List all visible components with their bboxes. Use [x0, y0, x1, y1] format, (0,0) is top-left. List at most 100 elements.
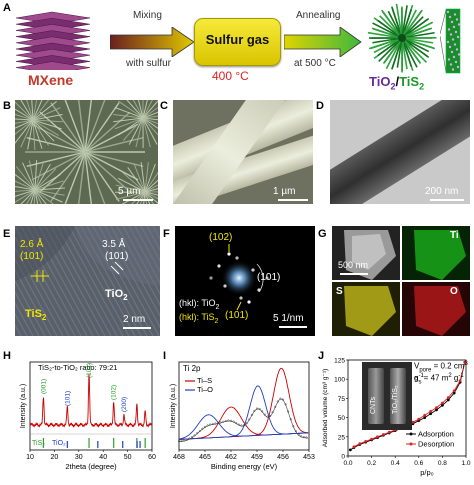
- scalebar-text-c: 1 µm: [273, 186, 296, 197]
- panel-label-j: J: [318, 350, 325, 362]
- bet-x-tick-label: 1.0: [461, 460, 470, 467]
- tio2-d-spacing: 3.5 Å: [102, 239, 126, 250]
- xrd-ref-label-tis2: TiS₂: [32, 440, 45, 447]
- xrd-peak-label: (200): [121, 397, 128, 412]
- xps-data-point: [297, 433, 300, 436]
- bet-x-tick-label: 0.6: [414, 460, 423, 467]
- bet-legend-label-desorption: Desorption: [418, 440, 454, 449]
- xrd-x-tick-label: 30: [75, 454, 83, 461]
- saed-spot: [209, 276, 213, 280]
- bet-point-desorption: [411, 420, 415, 424]
- panel-label-d: D: [316, 100, 324, 112]
- bet-y-axis-label: Adsorbed volume (cm³ g⁻¹): [322, 369, 329, 448]
- panel-label-e: E: [3, 228, 11, 240]
- bet-point-desorption: [435, 406, 438, 410]
- xps-data-point: [258, 407, 261, 410]
- scalebar-e: [123, 327, 151, 329]
- xps-data-point: [214, 422, 217, 425]
- bet-plot-frame: [347, 359, 467, 457]
- sulfur-gas-box: Sulfur gas: [194, 18, 281, 66]
- xrd-peak-label: (101): [64, 391, 71, 406]
- temperature-400: 400 °C: [212, 69, 249, 83]
- xps-x-tick-label: 468: [173, 454, 185, 461]
- xps-data-point: [294, 430, 297, 433]
- xrd-title: TiS₂-to-TiO₂ ratio: 79:21: [38, 363, 117, 372]
- vial-tio2-tis2: [390, 368, 406, 424]
- bet-point-adsorption: [429, 412, 432, 416]
- nanorod-inset: [440, 8, 461, 74]
- bet-point-desorption: [417, 417, 421, 421]
- xps-data-point: [180, 439, 183, 442]
- bet-point-desorption: [364, 440, 368, 443]
- eds-ti-label: Ti: [450, 230, 459, 241]
- xrd-x-tick-label: 50: [124, 454, 132, 461]
- xps-data-point: [276, 400, 279, 403]
- annealing-label: Annealing: [296, 10, 341, 21]
- mxene-label: MXene: [28, 72, 74, 88]
- xps-y-axis-label: Intensity (a.u.): [170, 384, 177, 428]
- xps-data-point: [224, 419, 227, 422]
- xps-data-point: [237, 423, 240, 426]
- xps-data-point: [292, 425, 295, 428]
- xps-data-point: [201, 427, 204, 430]
- xps-data-point: [268, 414, 271, 417]
- xps-data-point: [211, 422, 214, 425]
- bet-x-axis-label: p/p₀: [420, 468, 434, 477]
- scalebar-c: [278, 199, 308, 201]
- xps-x-tick-label: 462: [225, 454, 237, 461]
- annealing-arrow: [284, 27, 362, 57]
- surface-area-text: as = 47 m2 g-1: [414, 373, 464, 386]
- scalebar-g: [340, 273, 368, 275]
- bet-y-tick-label: 25: [338, 434, 346, 441]
- xps-data-point: [281, 398, 284, 401]
- bet-point-desorption: [441, 401, 444, 405]
- tio2-tis2-label: TiO2/TiS2: [369, 74, 425, 92]
- xps-x-tick-label: 465: [199, 454, 211, 461]
- bet-point-desorption: [352, 445, 356, 449]
- bet-point-adsorption: [435, 408, 438, 412]
- xps-data-point: [263, 413, 266, 416]
- saed-spot: [235, 256, 239, 260]
- bet-legend-marker-adsorption: [409, 432, 413, 436]
- bet-y-tick-label: 100: [334, 377, 345, 384]
- xrd-y-axis-label: Intensity (a.u.): [20, 384, 27, 428]
- xps-data-point: [253, 409, 256, 412]
- sem-image-b: 5 µm: [15, 100, 158, 204]
- mixing-arrow: [110, 27, 195, 57]
- xps-data-point: [183, 439, 186, 442]
- xps-x-tick-label: 453: [303, 454, 315, 461]
- tis2-region-label: TiS2: [25, 308, 47, 323]
- xps-data-point: [240, 424, 243, 427]
- xps-x-tick-label: 456: [277, 454, 289, 461]
- xps-data-point: [305, 436, 308, 439]
- vials-photo-inset: CNTs TiO₂/TiS₂: [362, 362, 412, 430]
- saed-spot-101-tis2: (101): [225, 310, 249, 321]
- bet-point-desorption: [370, 437, 373, 441]
- xps-data-point: [193, 434, 196, 437]
- xps-data-point: [250, 413, 253, 416]
- eds-s-label: S: [336, 286, 343, 297]
- xrd-x-tick-label: 10: [26, 454, 34, 461]
- xps-data-point: [289, 418, 292, 421]
- bet-point-desorption: [458, 379, 462, 383]
- bet-x-tick-label: 0.0: [343, 460, 352, 467]
- with-sulfur-label: with sulfur: [126, 58, 172, 69]
- xps-legend-label-tio: Ti–O: [197, 385, 213, 394]
- vial-label-cnts: CNTs: [370, 396, 377, 414]
- bet-point-desorption: [358, 442, 362, 446]
- xrd-x-tick-label: 20: [51, 454, 59, 461]
- xps-data-point: [266, 415, 269, 418]
- tio2-tis2-urchin-illustration: [367, 3, 437, 73]
- xps-data-point: [229, 419, 232, 422]
- bet-y-tick-label: 75: [338, 396, 346, 403]
- saed-spot-102: (102): [209, 232, 233, 243]
- panel-label-h: H: [3, 350, 11, 362]
- xps-envelope: [178, 398, 309, 443]
- bet-point-adsorption: [441, 403, 444, 407]
- bet-x-tick-label: 0.4: [391, 460, 400, 467]
- panel-label-f: F: [163, 228, 170, 240]
- xps-plot-frame: [178, 361, 310, 451]
- xps-chart: Ti 2p Ti–STi–O 468 465 462 459 456 453 Binding e…: [170, 361, 315, 471]
- xps-x-tick-label: 459: [251, 454, 263, 461]
- xrd-peak-label: (102): [111, 385, 118, 400]
